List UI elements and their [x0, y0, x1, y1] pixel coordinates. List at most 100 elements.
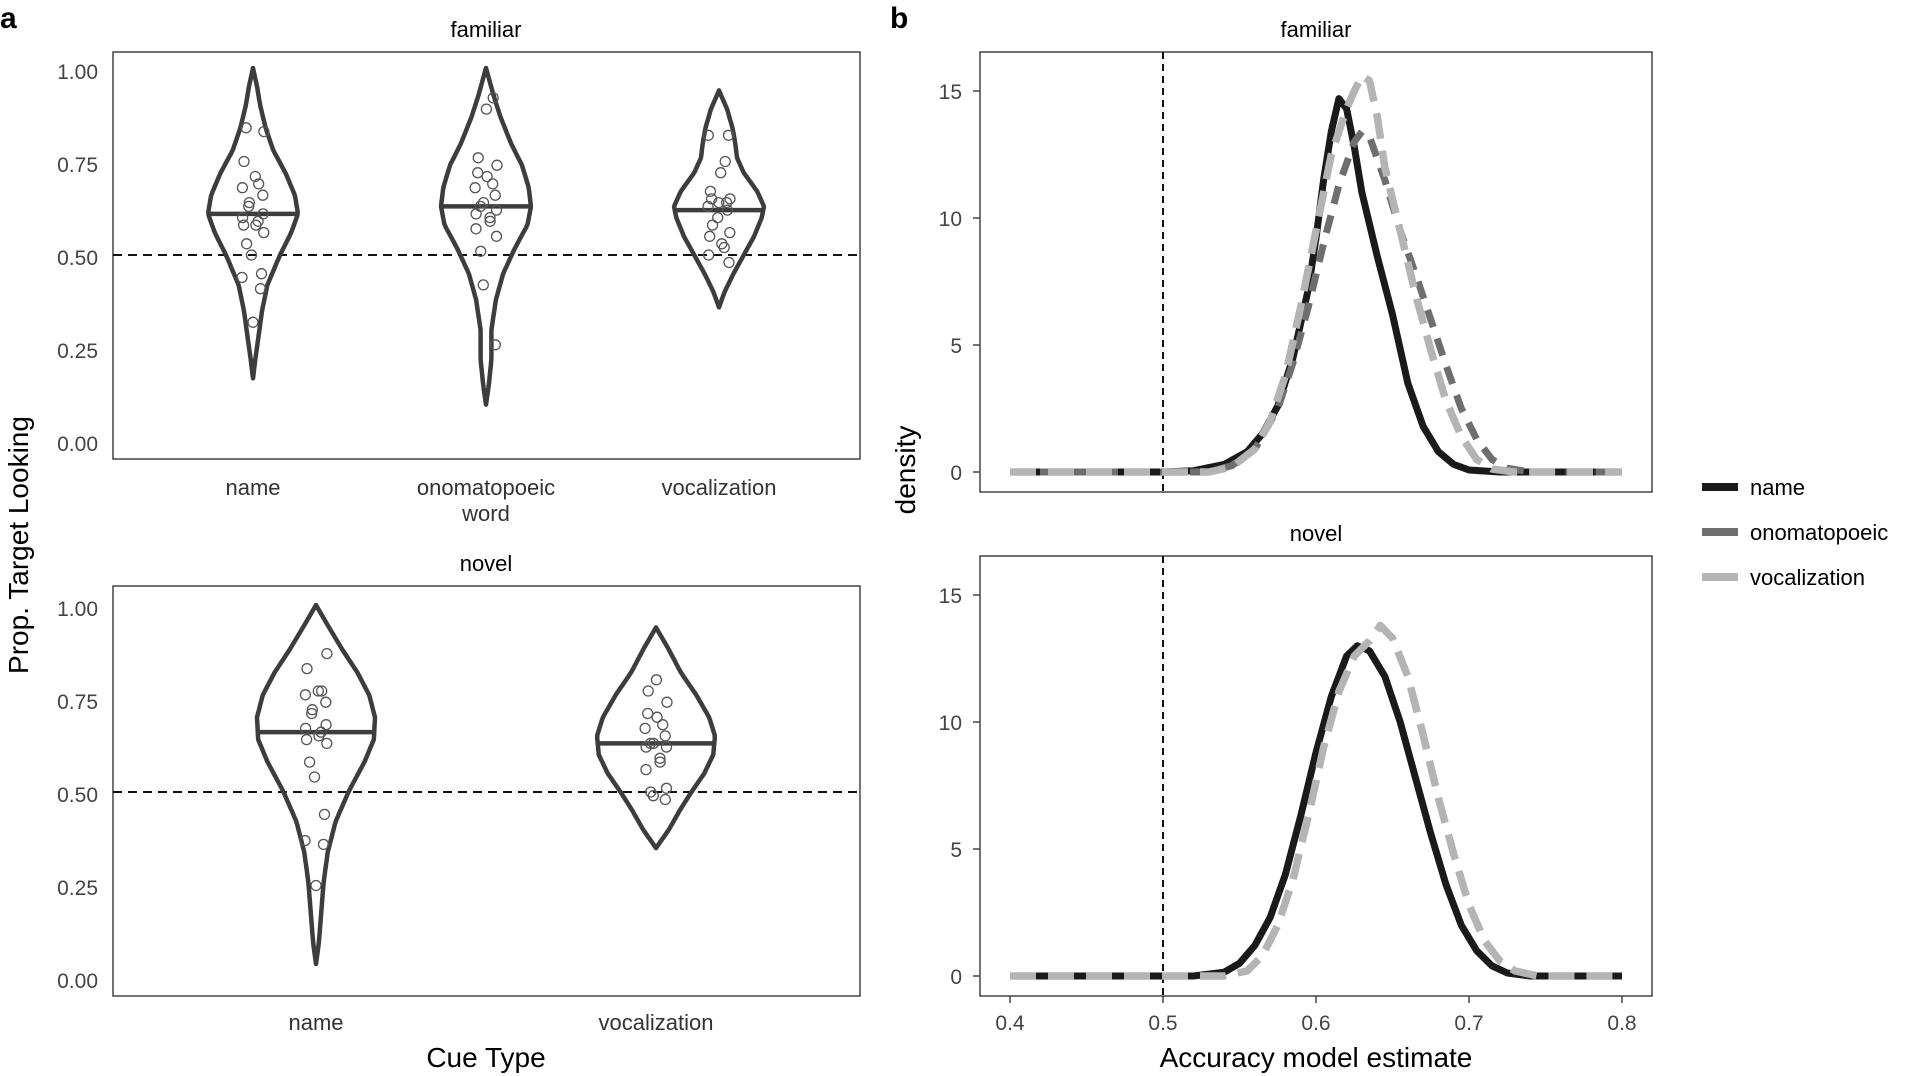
data-point [320, 696, 332, 708]
density-line-vocalization [1010, 621, 1622, 980]
data-point [301, 662, 313, 675]
data-point [713, 196, 725, 209]
x-axis-label: Accuracy model estimate [1160, 1042, 1473, 1073]
data-point [654, 756, 666, 768]
data-point [243, 196, 255, 209]
data-point [724, 193, 736, 205]
x-axis-label: Cue Type [426, 1042, 545, 1073]
panel-title: novel [1290, 521, 1343, 546]
density-line-onomatopoeic [1010, 128, 1622, 476]
x-tick-label-onomatopoeic-word-line2: word [461, 501, 510, 526]
data-point [236, 271, 248, 284]
y-tick-label: 0.50 [57, 247, 98, 270]
data-point [647, 737, 660, 750]
density-line-name [1010, 642, 1622, 980]
data-point [299, 834, 311, 847]
data-point [470, 208, 482, 220]
data-point [660, 741, 673, 753]
data-point [236, 182, 249, 194]
x-tick-label: 0.5 [1148, 1012, 1177, 1035]
data-point [306, 707, 318, 720]
violin-vocalization [594, 625, 718, 851]
data-point [299, 689, 312, 701]
violin-panel-familiar: familiar 0.00 0.25 0.50 0.75 1.00 name o… [57, 17, 861, 526]
x-tick-labels: 0.4 0.5 0.6 0.7 0.8 [995, 1012, 1636, 1035]
data-point [303, 756, 316, 768]
y-tick-label: 0 [950, 462, 962, 485]
data-point [702, 249, 715, 261]
data-point [490, 230, 503, 242]
plot-frame [979, 51, 1653, 493]
density-panel-novel: novel 0 5 10 15 0.4 0.5 0.6 0.7 0.8 Accu… [939, 521, 1653, 1073]
data-point [312, 685, 324, 697]
data-point [469, 182, 481, 194]
data-point [236, 211, 249, 224]
panel-title: novel [460, 551, 513, 576]
density-line-vocalization [1010, 72, 1622, 476]
data-point [484, 215, 496, 227]
x-tick-label-onomatopoeic-word: onomatopoeic [417, 475, 555, 500]
y-tick-label: 0.75 [57, 691, 98, 714]
violin-onomatopoeic-word [438, 65, 534, 407]
data-point [245, 249, 258, 261]
data-point [645, 786, 657, 798]
data-point [480, 103, 493, 115]
data-point [255, 268, 268, 280]
y-tick-label: 0.25 [57, 340, 98, 363]
data-point [240, 122, 252, 134]
data-point [489, 189, 501, 201]
legend-label-name: name [1750, 475, 1805, 500]
data-point [712, 211, 724, 224]
panel-label-a: a [0, 2, 17, 35]
data-point [720, 196, 733, 209]
y-tick-label: 0.00 [57, 970, 98, 993]
data-point [640, 763, 652, 776]
y-axis-ticks: 0 5 10 15 [939, 585, 962, 989]
x-tick-label-name: name [288, 1010, 343, 1035]
data-point [704, 230, 716, 242]
data-point [317, 838, 330, 851]
data-point [705, 193, 718, 205]
y-tick-label: 0.25 [57, 877, 98, 900]
density-panel-familiar: familiar 0 5 10 15 [939, 17, 1653, 493]
panel-title: familiar [451, 17, 522, 42]
data-point [257, 208, 269, 220]
data-point [484, 211, 496, 224]
data-point [470, 223, 482, 235]
legend-label-vocalization: vocalization [1750, 565, 1865, 590]
legend-label-onomatopoeic: onomatopoeic [1750, 520, 1888, 545]
data-point [706, 219, 719, 231]
x-tick-labels: name vocalization [288, 1010, 713, 1035]
x-tick-label-vocalization: vocalization [662, 475, 777, 500]
x-tick-label: 0.6 [1301, 1012, 1330, 1035]
y-tick-label: 15 [939, 585, 962, 608]
data-point [475, 245, 487, 257]
y-tick-label: 5 [950, 839, 962, 862]
data-point [321, 647, 333, 660]
plot-frame [979, 555, 1653, 997]
data-point [491, 159, 503, 171]
data-point [489, 339, 501, 351]
violin-name [254, 602, 378, 967]
x-tick-labels: name onomatopoeic word vocalization [225, 475, 776, 526]
data-point [642, 707, 654, 720]
data-point [651, 711, 663, 723]
data-point [310, 879, 322, 892]
x-tick-label-name: name [225, 475, 280, 500]
data-point [487, 178, 499, 190]
x-tick-label: 0.4 [995, 1012, 1025, 1035]
y-tick-label: 0.50 [57, 784, 98, 807]
data-point [477, 196, 490, 209]
data-point [308, 771, 321, 783]
data-point [249, 170, 261, 183]
data-point [254, 283, 267, 295]
data-point [490, 204, 503, 216]
data-point [316, 685, 328, 697]
x-tick-label-vocalization: vocalization [599, 1010, 714, 1035]
data-point [722, 129, 735, 141]
panel-b-y-axis-label: density [890, 426, 921, 515]
data-point [704, 185, 717, 198]
y-tick-label: 10 [939, 712, 962, 735]
data-point [715, 167, 727, 179]
data-point [723, 256, 735, 269]
